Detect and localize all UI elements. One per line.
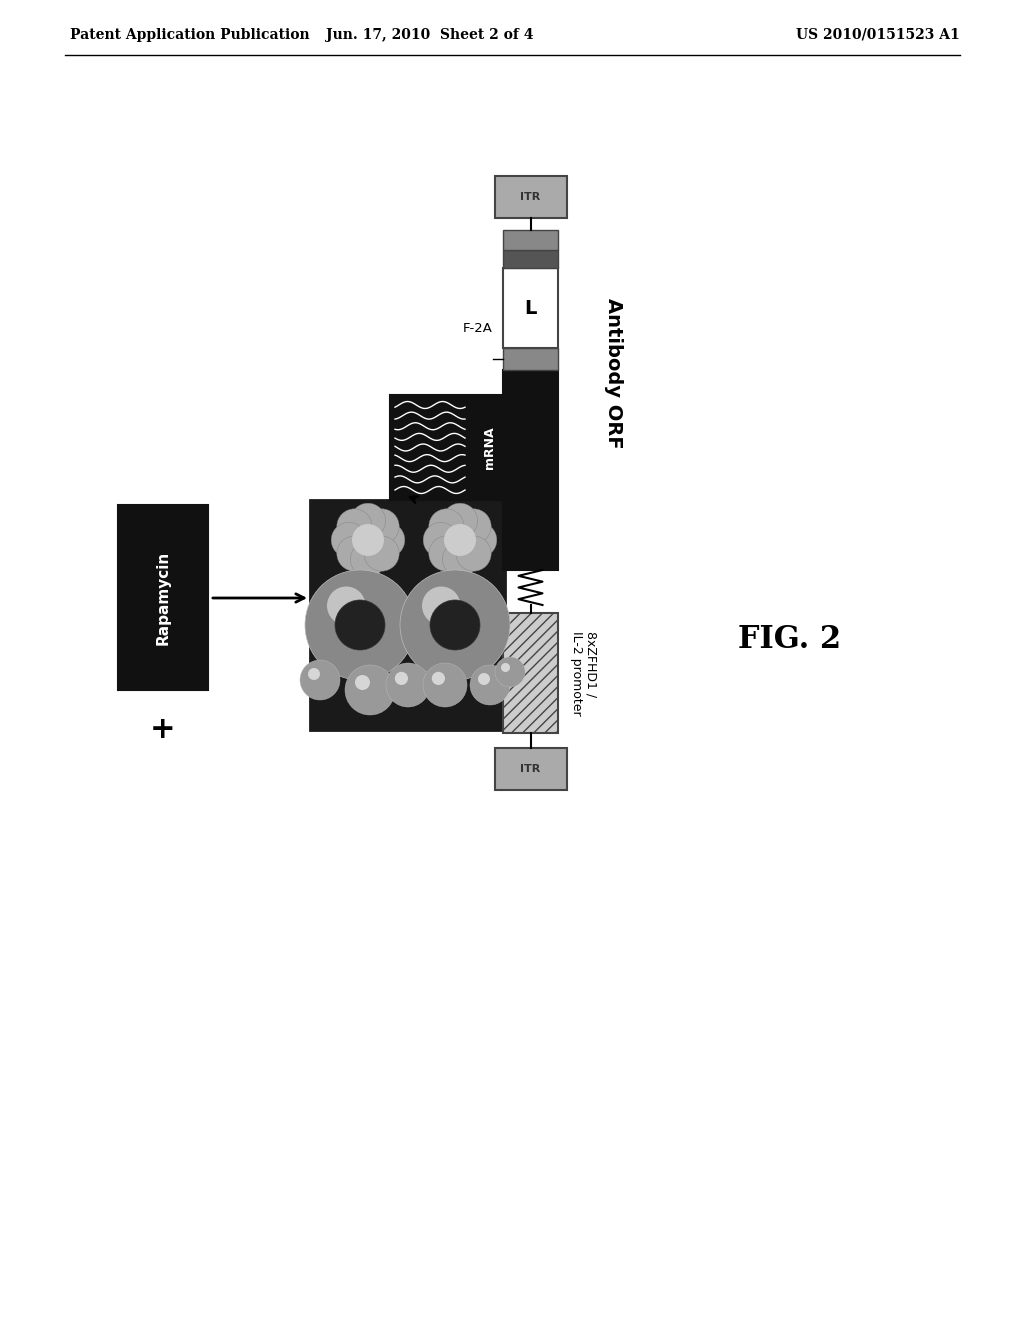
Text: mRNA: mRNA (483, 426, 497, 469)
Circle shape (337, 536, 372, 572)
Bar (503, 268, 558, 348)
Circle shape (350, 541, 386, 577)
Circle shape (386, 663, 430, 708)
Bar (495, 176, 566, 218)
Bar (495, 748, 566, 789)
Bar (118, 506, 208, 690)
Circle shape (444, 524, 476, 556)
Bar (503, 249, 558, 268)
Circle shape (456, 508, 492, 544)
Circle shape (442, 503, 477, 539)
Bar (503, 348, 558, 370)
Circle shape (352, 524, 384, 556)
Circle shape (478, 673, 490, 685)
Text: Rapamycin: Rapamycin (156, 550, 171, 644)
Circle shape (470, 665, 510, 705)
Circle shape (432, 672, 445, 685)
Text: Antibody ORF: Antibody ORF (603, 298, 623, 449)
Circle shape (350, 503, 386, 539)
Circle shape (430, 601, 480, 649)
Text: Jun. 17, 2010  Sheet 2 of 4: Jun. 17, 2010 Sheet 2 of 4 (327, 28, 534, 42)
Text: +: + (151, 715, 176, 744)
Bar (503, 612, 558, 733)
Circle shape (364, 508, 399, 544)
Circle shape (337, 508, 372, 544)
Circle shape (308, 668, 319, 680)
Circle shape (300, 660, 340, 700)
Bar (503, 230, 558, 249)
Circle shape (423, 523, 459, 557)
Circle shape (495, 657, 525, 686)
Circle shape (327, 586, 366, 624)
Circle shape (370, 523, 404, 557)
Bar (310, 500, 505, 730)
Bar (390, 395, 505, 500)
Text: ITR: ITR (520, 191, 541, 202)
Circle shape (429, 508, 464, 544)
Text: F-2A: F-2A (463, 322, 493, 335)
Text: Patent Application Publication: Patent Application Publication (70, 28, 309, 42)
Circle shape (331, 523, 367, 557)
Circle shape (395, 672, 408, 685)
Text: FIG. 2: FIG. 2 (738, 624, 842, 656)
Circle shape (501, 663, 510, 672)
Circle shape (442, 541, 477, 577)
Circle shape (423, 663, 467, 708)
Bar (503, 370, 558, 570)
Circle shape (345, 665, 395, 715)
Text: US 2010/0151523 A1: US 2010/0151523 A1 (797, 28, 961, 42)
Circle shape (364, 536, 399, 572)
Circle shape (422, 586, 461, 624)
Circle shape (305, 570, 415, 680)
Circle shape (335, 601, 385, 649)
Circle shape (462, 523, 497, 557)
Circle shape (456, 536, 492, 572)
Circle shape (400, 570, 510, 680)
Text: ITR: ITR (520, 764, 541, 774)
Circle shape (355, 675, 370, 690)
Circle shape (429, 536, 464, 572)
Text: L: L (524, 298, 537, 318)
Text: 8xZFHD1 /
IL-2 promoter: 8xZFHD1 / IL-2 promoter (570, 631, 598, 715)
